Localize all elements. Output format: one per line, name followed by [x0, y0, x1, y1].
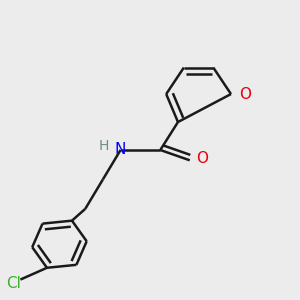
Text: O: O: [196, 151, 208, 166]
Text: H: H: [98, 140, 109, 154]
Text: N: N: [115, 142, 126, 158]
Text: O: O: [239, 87, 251, 102]
Text: Cl: Cl: [6, 277, 20, 292]
